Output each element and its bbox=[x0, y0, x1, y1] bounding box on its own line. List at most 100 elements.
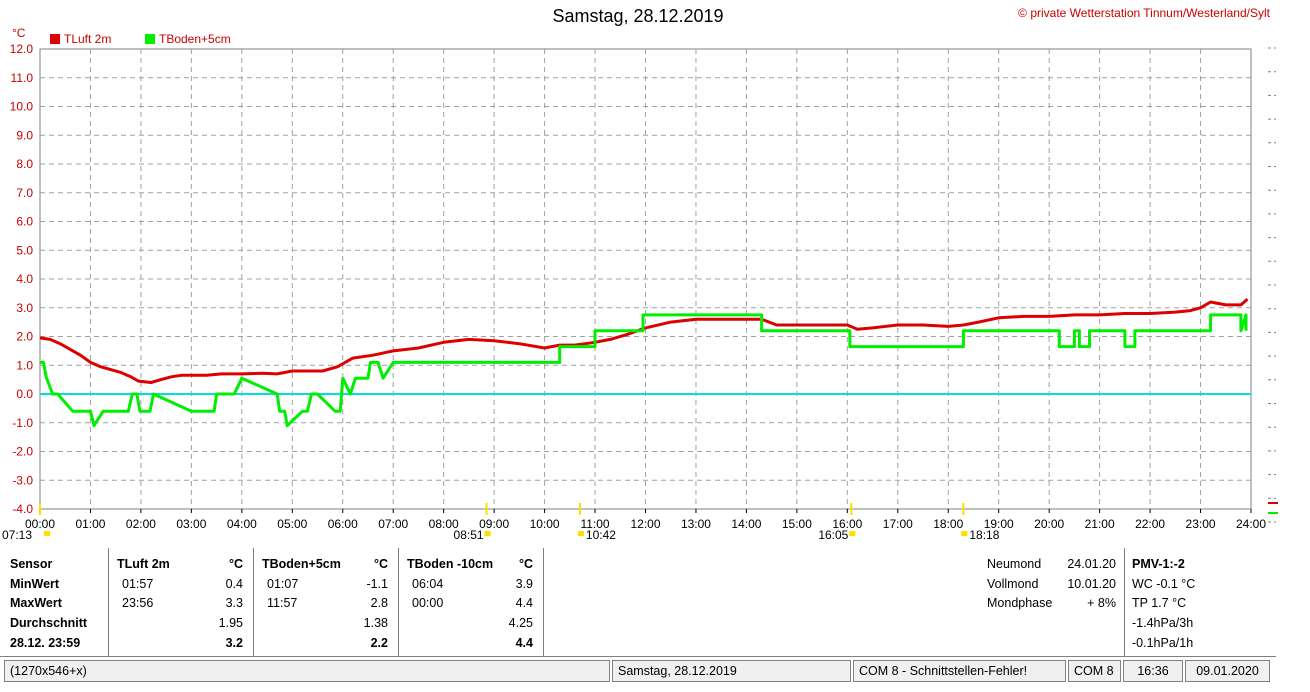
event-label: 18:18 bbox=[969, 528, 999, 542]
y-axis-labels: 12.0 11.0 10.0 9.0 8.0 7.0 6.0 5.0 4.0 3.0 2.0 1.0 0… bbox=[10, 42, 34, 516]
x-tick-label: 08:00 bbox=[429, 517, 459, 531]
status-separator bbox=[0, 656, 1276, 657]
status-time: 16:36 bbox=[1123, 660, 1183, 682]
min-value: -1.1 bbox=[366, 577, 388, 591]
sensor-name: TBoden -10cm bbox=[407, 557, 494, 571]
chart-title: Samstag, 28.12.2019 bbox=[552, 6, 724, 26]
x-tick-label: 00:00 bbox=[25, 517, 55, 531]
legend-label-tboden: TBoden+5cm bbox=[159, 32, 231, 46]
x-tick-label: 02:00 bbox=[126, 517, 156, 531]
status-size: (1270x546+x) bbox=[4, 660, 610, 682]
x-tick-label: 11:00 bbox=[580, 517, 609, 531]
y-tick-label: 9.0 bbox=[16, 128, 33, 142]
min-value: 0.4 bbox=[225, 577, 243, 591]
x-tick-label: 16:00 bbox=[832, 517, 862, 531]
x-tick-label: 19:00 bbox=[984, 517, 1014, 531]
x-tick-label: 14:00 bbox=[731, 517, 761, 531]
status-date: Samstag, 28.12.2019 bbox=[612, 660, 851, 682]
min-time: 01:07 bbox=[267, 577, 299, 591]
neumond-value: 24.01.20 bbox=[1067, 557, 1116, 571]
moonphase-value: + 8% bbox=[1087, 596, 1116, 610]
max-value: 2.8 bbox=[370, 596, 388, 610]
x-tick-label: 04:00 bbox=[227, 517, 257, 531]
legend-swatch-tluft bbox=[50, 34, 60, 44]
sensor-name: TLuft 2m bbox=[117, 557, 170, 571]
series-lines bbox=[39, 297, 1251, 428]
current-value: 2.2 bbox=[370, 636, 388, 650]
row-label-sensor: Sensor bbox=[10, 557, 53, 571]
legend-item-tboden: TBoden+5cm bbox=[145, 32, 231, 46]
y-tick-label: 2.0 bbox=[16, 330, 33, 344]
temperature-chart: 12.0 11.0 10.0 9.0 8.0 7.0 6.0 5.0 4.0 3.0 2.0 1.0 0… bbox=[2, 42, 1278, 542]
sensor-unit: °C bbox=[374, 557, 389, 571]
stats-divider-3 bbox=[398, 548, 399, 656]
row-label-avg: Durchschnitt bbox=[10, 616, 88, 630]
legend-label-tluft: TLuft 2m bbox=[64, 32, 112, 46]
event-marker bbox=[44, 531, 50, 536]
windchill-value: WC -0.1 °C bbox=[1132, 577, 1196, 591]
x-tick-label: 13:00 bbox=[681, 517, 711, 531]
event-label: 08:51 bbox=[454, 528, 484, 542]
copyright-label: © private Wetterstation Tinnum/Westerlan… bbox=[1018, 6, 1270, 20]
stats-divider-5 bbox=[1124, 548, 1125, 656]
x-tick-label: 20:00 bbox=[1034, 517, 1064, 531]
vollmond-value: 10.01.20 bbox=[1067, 577, 1116, 591]
pmv-value: PMV-1:-2 bbox=[1132, 557, 1185, 571]
status-port: COM 8 bbox=[1068, 660, 1121, 682]
dewpoint-value: TP 1.7 °C bbox=[1132, 596, 1187, 610]
pressure-1h-value: -0.1hPa/1h bbox=[1132, 636, 1194, 650]
y-tick-label: 4.0 bbox=[16, 272, 33, 286]
y-tick-label: 5.0 bbox=[16, 243, 33, 257]
stats-divider-4 bbox=[543, 548, 544, 656]
min-time: 01:57 bbox=[122, 577, 154, 591]
event-label: 16:05 bbox=[818, 528, 848, 542]
x-tick-label: 07:00 bbox=[378, 517, 408, 531]
x-tick-label: 03:00 bbox=[176, 517, 206, 531]
y-tick-label: 3.0 bbox=[16, 301, 33, 315]
x-tick-label: 09:00 bbox=[479, 517, 509, 531]
row-label-current: 28.12. 23:59 bbox=[10, 636, 81, 650]
min-value: 3.9 bbox=[515, 577, 533, 591]
x-tick-label: 10:00 bbox=[530, 517, 560, 531]
y-tick-label: -4.0 bbox=[12, 502, 33, 516]
y-tick-label: 11.0 bbox=[11, 71, 34, 85]
y-unit-label: °C bbox=[12, 26, 26, 40]
max-time: 00:00 bbox=[412, 596, 444, 610]
event-markers: 07:13 08:51 10:42 16:05 18:18 bbox=[2, 503, 1000, 542]
stats-divider-1 bbox=[108, 548, 109, 656]
x-tick-label: 22:00 bbox=[1135, 517, 1165, 531]
x-tick-label: 12:00 bbox=[630, 517, 660, 531]
series-line-tboden bbox=[40, 313, 1248, 428]
right-scale-ticks bbox=[1268, 47, 1278, 523]
status-current-date: 09.01.2020 bbox=[1185, 660, 1270, 682]
event-marker bbox=[849, 531, 856, 536]
x-tick-label: 06:00 bbox=[328, 517, 358, 531]
event-marker bbox=[577, 531, 584, 536]
moonphase-label: Mondphase bbox=[987, 596, 1053, 610]
x-tick-label: 18:00 bbox=[933, 517, 963, 531]
y-tick-label: -1.0 bbox=[12, 416, 33, 430]
avg-value: 4.25 bbox=[508, 616, 533, 630]
row-label-max: MaxWert bbox=[10, 596, 62, 610]
current-value: 3.2 bbox=[225, 636, 243, 650]
event-label: 10:42 bbox=[586, 528, 616, 542]
max-value: 3.3 bbox=[225, 596, 243, 610]
x-tick-label: 21:00 bbox=[1085, 517, 1115, 531]
x-tick-label: 17:00 bbox=[883, 517, 913, 531]
pressure-3h-value: -1.4hPa/3h bbox=[1132, 616, 1194, 630]
avg-value: 1.95 bbox=[218, 616, 243, 630]
avg-value: 1.38 bbox=[363, 616, 388, 630]
y-tick-label: 8.0 bbox=[16, 157, 33, 171]
stats-divider-2 bbox=[253, 548, 254, 656]
y-tick-label: -2.0 bbox=[12, 445, 33, 459]
min-time: 06:04 bbox=[412, 577, 444, 591]
y-tick-label: 0.0 bbox=[16, 387, 33, 401]
y-tick-label: 10.0 bbox=[10, 100, 34, 114]
row-label-min: MinWert bbox=[10, 577, 60, 591]
y-tick-label: 12.0 bbox=[10, 42, 34, 56]
event-label: 07:13 bbox=[2, 528, 32, 542]
x-tick-label: 23:00 bbox=[1186, 517, 1216, 531]
legend-item-tluft: TLuft 2m bbox=[50, 32, 111, 46]
current-value: 4.4 bbox=[515, 636, 533, 650]
y-tick-label: 1.0 bbox=[16, 358, 33, 372]
